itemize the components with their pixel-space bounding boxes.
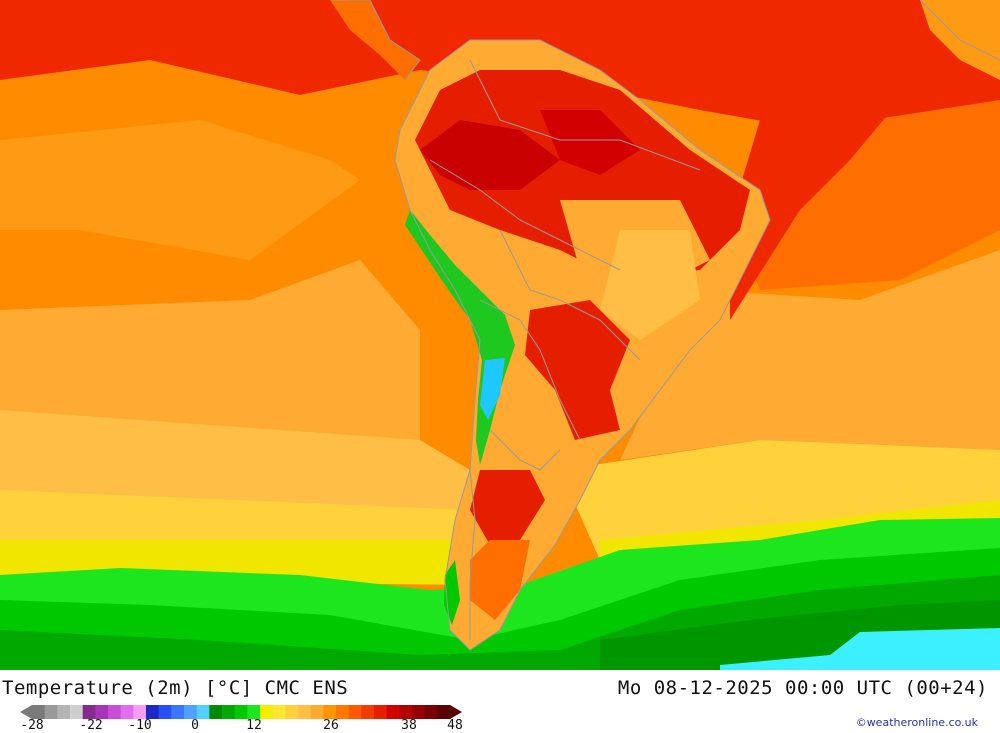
legend-color-step [272,705,286,719]
temperature-map [0,0,1000,670]
legend-color-step [386,705,400,719]
credit-link[interactable]: ©weatheronline.co.uk [855,716,978,729]
legend-color-step [247,705,261,719]
legend-color-step [209,705,223,719]
legend-color-step [32,705,46,719]
legend-tick: 12 [246,718,262,733]
legend-color-step [437,705,451,719]
south-america-land [395,40,770,650]
southern-cold-band [0,518,1000,670]
legend-tick: -28 [20,718,44,733]
legend-color-step [298,705,312,719]
legend-color-step [424,705,438,719]
legend-color-step [348,705,362,719]
legend-color-step [95,705,109,719]
legend-color-step [82,705,96,719]
legend-ticks: -28 -22 -10 0 12 26 38 48 [0,718,480,733]
legend-arrow-low [20,705,32,719]
legend-color-step [57,705,71,719]
legend-color-step [336,705,350,719]
legend-color-step [158,705,172,719]
legend-color-step [260,705,274,719]
legend-color-step [146,705,160,719]
legend-tick: -10 [128,718,152,733]
legend-tick: 38 [401,718,417,733]
legend-color-step [171,705,185,719]
legend-color-step [120,705,134,719]
legend-tick: 48 [447,718,463,733]
color-scale-legend [20,705,462,719]
valid-datetime: Mo 08-12-2025 00:00 UTC (00+24) [617,677,988,699]
legend-color-step [399,705,413,719]
legend-color-step [108,705,122,719]
legend-tick: -22 [79,718,103,733]
legend-color-step [374,705,388,719]
legend-tick: 26 [323,718,339,733]
map-title: Temperature (2m) [°C] CMC ENS [2,677,349,699]
legend-color-step [234,705,248,719]
legend-color-step [361,705,375,719]
legend-color-step [310,705,324,719]
legend-color-step [222,705,236,719]
legend-color-step [412,705,426,719]
country-borders [330,0,1000,651]
legend-arrow-high [450,705,462,719]
legend-color-step [323,705,337,719]
legend-color-step [196,705,210,719]
legend-color-step [285,705,299,719]
legend-color-step [184,705,198,719]
legend-color-step [133,705,147,719]
legend-tick: 0 [191,718,199,733]
legend-color-step [44,705,58,719]
legend-color-step [70,705,84,719]
